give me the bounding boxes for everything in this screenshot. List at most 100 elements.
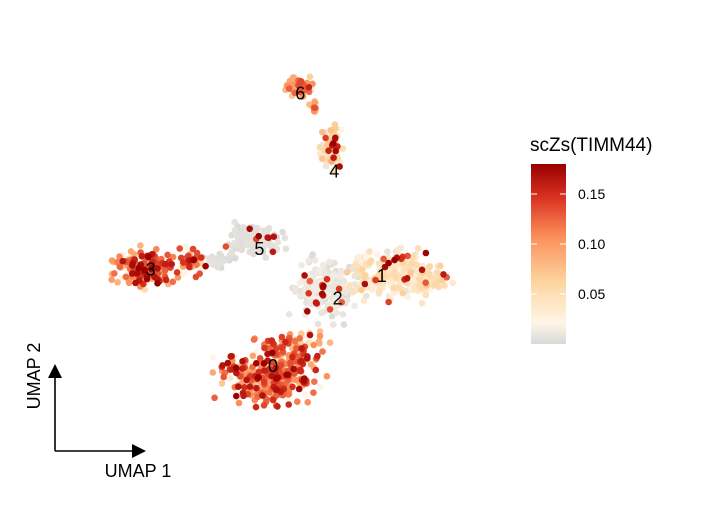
cell-point [228,352,235,360]
cell-point [414,261,421,269]
cell-point [253,226,261,234]
cell-point [274,403,281,410]
cell-point [239,224,247,231]
cell-point [289,353,296,361]
cell-point [231,218,238,226]
cell-point [327,126,335,134]
cell-point [168,260,175,268]
cell-point [366,259,374,266]
cluster-label-4: 4 [329,161,339,181]
cell-point [209,369,217,376]
cell-point [128,270,136,277]
cell-point [320,282,327,290]
cell-point [301,272,308,279]
cell-point [238,246,246,254]
cell-point [190,256,198,264]
cell-point [279,228,286,236]
cell-point [269,349,276,357]
cell-point [189,245,197,253]
legend-tick-label: 0.10 [578,236,605,252]
cell-point [312,299,320,306]
y-axis-label: UMAP 2 [24,343,44,410]
cell-point [293,345,300,352]
cell-point [380,255,387,263]
cell-point [422,291,430,299]
cell-point [180,270,187,278]
cell-point [238,365,246,372]
cell-point [436,262,444,270]
cell-point [292,288,299,295]
cell-point [255,232,262,240]
cell-point [306,331,314,339]
cell-point [311,104,318,112]
cell-point [337,273,344,280]
cell-point [296,88,303,96]
cell-point [169,278,177,286]
cell-point [330,272,337,280]
cell-point [211,394,218,402]
cell-point [318,290,326,298]
cell-points [108,73,457,411]
cell-point [278,333,286,341]
cell-point [399,289,407,297]
cell-point [261,344,268,352]
cell-point [376,287,383,295]
cell-point [316,332,324,340]
cell-point [283,371,290,379]
cell-point [305,257,312,265]
cell-point [116,263,124,271]
cell-point [154,265,161,272]
cluster-label-2: 2 [333,288,343,308]
cell-point [310,341,318,349]
cell-point [323,373,331,380]
cell-point [251,245,259,253]
cell-point [329,288,337,295]
cell-point [122,273,130,281]
cell-point [332,134,339,142]
cell-point [330,154,337,161]
cell-point [305,290,313,297]
cell-point [395,284,402,292]
cell-point [239,358,246,365]
cell-point [391,256,398,264]
cell-point [337,126,345,133]
cell-point [268,337,276,344]
cell-point [132,279,139,287]
cell-point [352,262,359,269]
cell-point [254,374,262,381]
cell-point [143,275,151,283]
cell-point [304,355,311,362]
cell-point [218,380,226,387]
cell-point [326,339,334,347]
cell-point [231,226,239,234]
cell-point [385,298,392,306]
cell-point [304,399,312,406]
cell-point [440,271,447,278]
cell-point [180,259,187,266]
cell-point [318,155,326,163]
cell-point [262,254,270,261]
cell-point [246,225,253,233]
cell-point [349,289,357,296]
cell-point [285,401,293,408]
cell-point [227,374,234,382]
cell-point [219,258,227,265]
cell-point [417,284,425,292]
cell-point [127,248,135,255]
cell-point [331,259,338,267]
cluster-label-3: 3 [146,260,156,280]
cell-point [343,296,351,304]
umap-axes: UMAP 1 UMAP 2 [24,343,171,481]
cell-point [310,389,317,397]
cell-point [145,253,152,261]
cell-point [296,279,304,287]
cell-point [202,262,209,270]
cell-point [186,263,193,271]
cell-point [206,258,213,266]
cell-point [162,260,169,268]
cell-point [252,360,260,367]
cell-point [322,134,329,142]
cell-point [173,269,181,276]
cell-point [282,338,289,346]
cell-point [361,280,369,288]
